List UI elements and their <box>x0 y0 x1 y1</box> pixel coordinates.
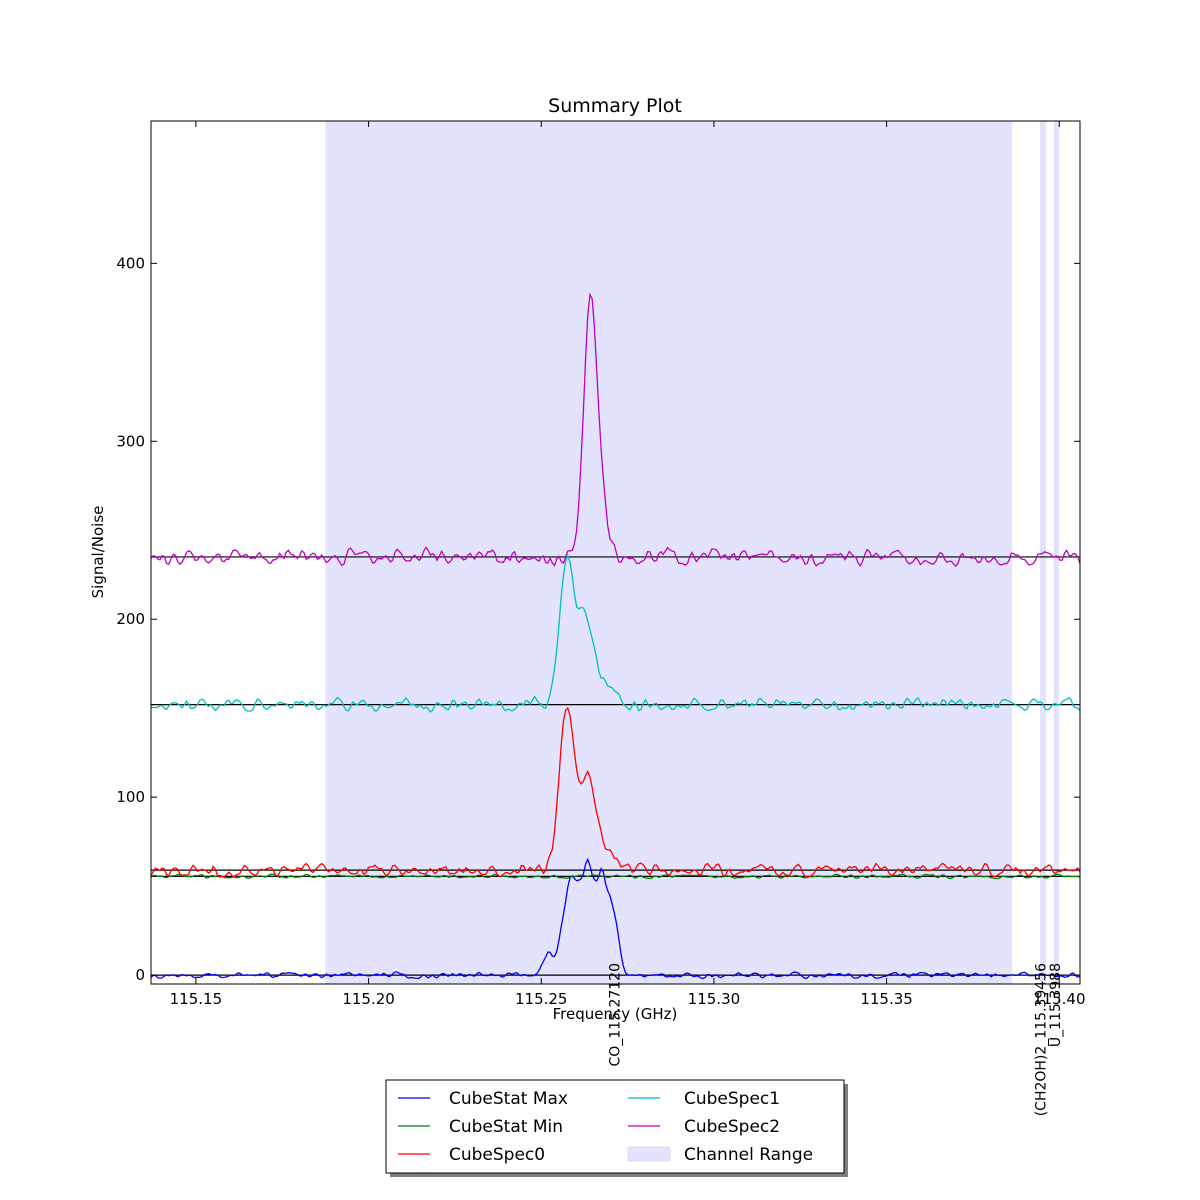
x-tick-label: 115.20 <box>342 990 395 1008</box>
channel-range-band <box>1053 121 1059 984</box>
legend-label: CubeSpec1 <box>684 1089 780 1109</box>
x-tick-label: 115.15 <box>170 990 223 1008</box>
series-line <box>150 873 1081 880</box>
series-line <box>150 292 1081 568</box>
x-tick-label: 115.30 <box>688 990 741 1008</box>
series-line <box>150 857 1081 980</box>
series-lines <box>150 292 1081 980</box>
series-line <box>150 706 1081 879</box>
legend-label: CubeSpec0 <box>449 1145 545 1165</box>
legend: CubeStat Max CubeStat Min CubeSpec0 CubeSpe… <box>385 1079 848 1177</box>
channel-ranges <box>325 121 1059 984</box>
chart-title: Summary Plot <box>548 95 682 117</box>
reference-lines <box>151 556 1080 976</box>
y-tick-label: 300 <box>116 432 145 450</box>
legend-swatch <box>627 1146 671 1162</box>
x-tick-label: 115.35 <box>860 990 913 1008</box>
x-axis-label: Frequency (GHz) <box>553 1005 678 1023</box>
y-axis-label: Signal/Noise <box>89 506 107 599</box>
channel-range-band <box>325 121 1012 984</box>
axis-ticks: 115.15 115.20 115.25 115.30 115.35 115.40 0 100… <box>116 121 1086 1008</box>
legend-label: CubeSpec2 <box>684 1117 780 1137</box>
line-marker-label: (CH2OH)2_115.39456 <box>1034 963 1050 1116</box>
y-tick-label: 100 <box>116 788 145 806</box>
line-marker-label: CO_115.27120 <box>608 963 624 1067</box>
y-tick-label: 200 <box>116 610 145 628</box>
y-tick-label: 0 <box>135 966 145 984</box>
line-marker-label: U_115.3988 <box>1048 963 1064 1047</box>
x-tick-label: 115.25 <box>515 990 568 1008</box>
series-line <box>150 553 1081 713</box>
y-tick-label: 400 <box>116 254 145 272</box>
legend-label: Channel Range <box>684 1145 813 1165</box>
x-tick-label: 115.40 <box>1033 990 1086 1008</box>
legend-label: CubeStat Max <box>449 1089 568 1109</box>
legend-box <box>385 1079 845 1174</box>
legend-label: CubeStat Min <box>449 1117 563 1137</box>
plot-frame <box>150 120 1081 985</box>
